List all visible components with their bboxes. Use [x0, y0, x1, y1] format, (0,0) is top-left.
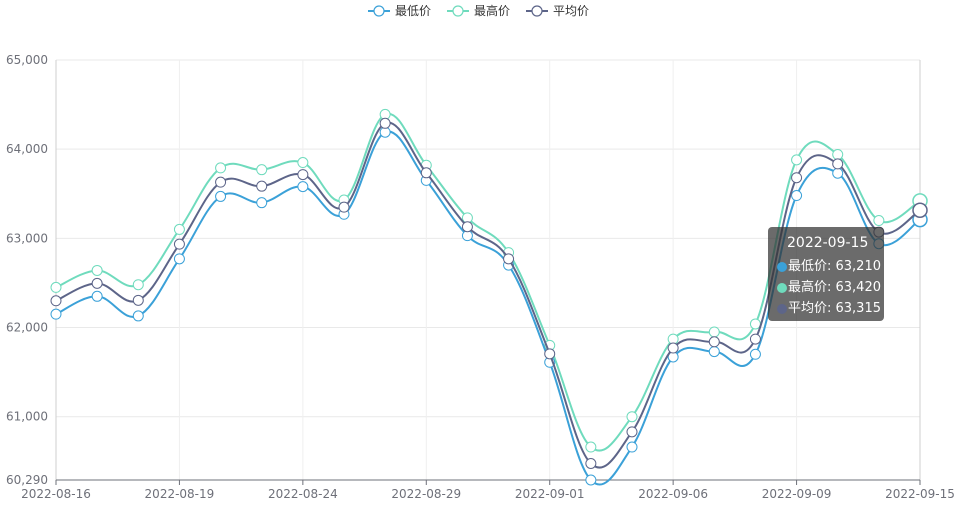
x-tick-label: 2022-08-19 [145, 487, 215, 501]
x-tick-label: 2022-09-15 [885, 487, 955, 501]
tooltip-dot-avg [777, 303, 787, 314]
data-point[interactable] [832, 167, 844, 179]
data-point[interactable] [50, 295, 62, 307]
legend-item[interactable]: 最低价 [368, 4, 431, 18]
tooltip-label-avg: 平均价: 63,315 [788, 301, 881, 316]
legend-label: 最高价 [474, 3, 510, 18]
data-point[interactable] [297, 181, 309, 193]
data-point[interactable] [256, 164, 268, 176]
data-point[interactable] [749, 318, 761, 330]
x-tick-label: 2022-08-29 [391, 487, 461, 501]
data-point[interactable] [91, 264, 103, 276]
data-point[interactable] [585, 441, 597, 453]
data-point[interactable] [708, 336, 720, 348]
data-point[interactable] [832, 149, 844, 161]
data-point[interactable] [585, 458, 597, 470]
y-tick-label: 65,000 [6, 53, 48, 67]
data-point[interactable] [912, 202, 928, 219]
tooltip-dot-low [777, 261, 787, 272]
data-point[interactable] [749, 333, 761, 345]
x-tick-label: 2022-09-09 [762, 487, 832, 501]
legend[interactable]: 最低价 最高价 平均价 [368, 3, 589, 18]
data-point[interactable] [832, 158, 844, 170]
data-point[interactable] [256, 180, 268, 192]
data-point[interactable] [708, 346, 720, 358]
data-point[interactable] [173, 238, 185, 250]
data-point[interactable] [667, 342, 679, 354]
data-point[interactable] [791, 190, 803, 202]
data-point[interactable] [461, 221, 473, 233]
y-tick-label: 61,000 [6, 410, 48, 424]
legend-item[interactable]: 平均价 [526, 4, 589, 18]
x-tick-label: 2022-09-01 [515, 487, 585, 501]
data-point[interactable] [91, 290, 103, 302]
data-point[interactable] [132, 294, 144, 306]
data-point[interactable] [173, 223, 185, 235]
tooltip-label-high: 最高价: 63,420 [788, 280, 881, 295]
data-point[interactable] [873, 215, 885, 227]
data-point[interactable] [173, 253, 185, 265]
x-tick-label: 2022-08-24 [268, 487, 338, 501]
data-point[interactable] [791, 154, 803, 166]
y-tick-label: 60,290 [6, 473, 48, 487]
data-point[interactable] [132, 279, 144, 291]
tooltip-row-avg: 平均价: 63,315 [777, 298, 884, 319]
data-point[interactable] [749, 348, 761, 360]
data-point[interactable] [626, 441, 638, 453]
data-point[interactable] [626, 411, 638, 423]
y-tick-label: 62,000 [6, 321, 48, 335]
legend-label: 平均价 [553, 4, 589, 18]
data-point[interactable] [215, 162, 227, 174]
data-point[interactable] [379, 117, 391, 129]
data-point[interactable] [132, 310, 144, 322]
legend-marker-icon [452, 5, 464, 17]
data-point[interactable] [297, 157, 309, 169]
tooltip: 2022-09-15 最低价: 63,210 最高价: 63,420 平均价: … [768, 227, 884, 321]
tooltip-row-low: 最低价: 63,210 [777, 256, 884, 277]
legend-marker-icon [531, 5, 543, 17]
data-point[interactable] [50, 281, 62, 293]
tooltip-dot-high [777, 282, 787, 293]
data-point[interactable] [544, 348, 556, 360]
data-point[interactable] [708, 326, 720, 338]
data-point[interactable] [50, 308, 62, 320]
data-point[interactable] [256, 197, 268, 209]
tooltip-title: 2022-09-15 [787, 235, 869, 251]
tooltip-row-high: 最高价: 63,420 [777, 277, 884, 298]
tooltip-label-low: 最低价: 63,210 [788, 259, 881, 274]
data-point[interactable] [585, 474, 597, 486]
axes: 60,290 61,000 62,000 63,000 64,000 65,000 2022… [6, 53, 955, 501]
data-point[interactable] [503, 253, 515, 265]
data-point[interactable] [91, 277, 103, 289]
y-tick-label: 63,000 [6, 231, 48, 245]
data-point[interactable] [297, 169, 309, 181]
y-tick-label: 64,000 [6, 142, 48, 156]
x-tick-label: 2022-09-06 [638, 487, 708, 501]
data-point[interactable] [420, 167, 432, 179]
data-point[interactable] [215, 190, 227, 202]
legend-marker-icon [373, 5, 385, 17]
data-point[interactable] [215, 176, 227, 188]
x-tick-label: 2022-08-16 [21, 487, 91, 501]
legend-item[interactable]: 最高价 [447, 3, 510, 18]
data-point[interactable] [791, 172, 803, 184]
data-point[interactable] [338, 201, 350, 213]
legend-label: 最低价 [395, 4, 431, 18]
data-point[interactable] [626, 426, 638, 438]
